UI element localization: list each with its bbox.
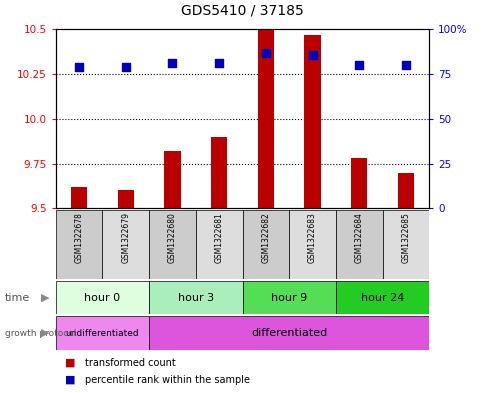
Text: transformed count: transformed count: [85, 358, 175, 368]
Bar: [196, 210, 242, 279]
Bar: [56, 281, 149, 314]
Text: ■: ■: [65, 358, 76, 368]
Point: [121, 64, 129, 70]
Bar: [149, 316, 428, 350]
Text: hour 24: hour 24: [360, 293, 403, 303]
Text: hour 9: hour 9: [271, 293, 307, 303]
Bar: [242, 281, 335, 314]
Text: GSM1322682: GSM1322682: [261, 212, 270, 263]
Point: [215, 60, 223, 66]
Text: GSM1322681: GSM1322681: [214, 212, 223, 263]
Text: undifferentiated: undifferentiated: [65, 329, 139, 338]
Text: GSM1322685: GSM1322685: [401, 212, 409, 263]
Bar: [288, 210, 335, 279]
Bar: [102, 210, 149, 279]
Bar: [149, 210, 196, 279]
Bar: [397, 173, 413, 208]
Bar: [149, 281, 242, 314]
Text: hour 0: hour 0: [84, 293, 120, 303]
Text: percentile rank within the sample: percentile rank within the sample: [85, 375, 249, 385]
Bar: [242, 210, 288, 279]
Bar: [56, 210, 102, 279]
Bar: [304, 35, 320, 208]
Text: differentiated: differentiated: [251, 328, 327, 338]
Bar: [335, 281, 428, 314]
Point: [355, 62, 363, 68]
Point: [168, 60, 176, 66]
Text: ▶: ▶: [41, 293, 50, 303]
Text: ▶: ▶: [41, 328, 50, 338]
Text: ■: ■: [65, 375, 76, 385]
Bar: [211, 137, 227, 208]
Point: [261, 50, 269, 56]
Text: hour 3: hour 3: [178, 293, 213, 303]
Bar: [118, 191, 134, 208]
Text: GSM1322679: GSM1322679: [121, 212, 130, 263]
Text: time: time: [5, 293, 30, 303]
Bar: [56, 316, 149, 350]
Point: [401, 62, 409, 68]
Bar: [350, 158, 366, 208]
Text: GSM1322683: GSM1322683: [307, 212, 317, 263]
Text: GSM1322678: GSM1322678: [75, 212, 83, 263]
Point: [308, 51, 316, 58]
Text: GDS5410 / 37185: GDS5410 / 37185: [181, 4, 303, 18]
Bar: [257, 29, 273, 208]
Point: [75, 64, 83, 70]
Bar: [382, 210, 428, 279]
Bar: [164, 151, 180, 208]
Text: GSM1322680: GSM1322680: [167, 212, 177, 263]
Text: GSM1322684: GSM1322684: [354, 212, 363, 263]
Bar: [71, 187, 87, 208]
Bar: [335, 210, 382, 279]
Text: growth protocol: growth protocol: [5, 329, 76, 338]
